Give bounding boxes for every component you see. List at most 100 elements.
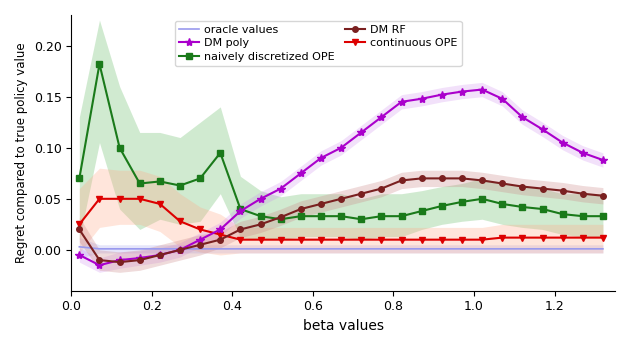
naively discretized OPE <box>197 176 204 181</box>
DM RF <box>217 238 224 242</box>
Line: DM poly: DM poly <box>75 85 607 269</box>
DM poly <box>357 130 365 135</box>
DM RF <box>458 176 466 181</box>
DM poly <box>599 158 607 162</box>
continuous OPE <box>217 232 224 237</box>
DM RF <box>257 222 265 227</box>
DM poly <box>377 115 385 119</box>
naively discretized OPE <box>458 200 466 204</box>
continuous OPE <box>156 202 164 206</box>
DM RF <box>297 207 305 211</box>
oracle values <box>518 247 526 251</box>
DM RF <box>579 192 587 196</box>
continuous OPE <box>518 236 526 240</box>
oracle values <box>539 247 546 251</box>
continuous OPE <box>539 236 546 240</box>
DM poly <box>96 263 103 267</box>
DM poly <box>518 115 526 119</box>
oracle values <box>318 247 325 251</box>
DM poly <box>176 248 184 252</box>
DM poly <box>318 156 325 160</box>
oracle values <box>559 247 566 251</box>
naively discretized OPE <box>156 179 164 183</box>
continuous OPE <box>176 219 184 223</box>
naively discretized OPE <box>136 181 144 185</box>
DM RF <box>377 187 385 191</box>
DM RF <box>337 197 345 201</box>
continuous OPE <box>478 238 486 242</box>
DM RF <box>559 189 566 193</box>
DM RF <box>156 253 164 257</box>
naively discretized OPE <box>76 176 83 181</box>
DM poly <box>539 127 546 132</box>
DM RF <box>398 178 405 182</box>
continuous OPE <box>136 197 144 201</box>
oracle values <box>297 247 305 251</box>
naively discretized OPE <box>297 214 305 218</box>
DM RF <box>237 227 244 231</box>
DM RF <box>197 243 204 247</box>
DM poly <box>438 93 445 97</box>
oracle values <box>197 247 204 251</box>
DM RF <box>116 260 123 264</box>
oracle values <box>76 245 83 249</box>
DM poly <box>418 97 425 101</box>
oracle values <box>136 247 144 251</box>
naively discretized OPE <box>318 214 325 218</box>
continuous OPE <box>257 238 265 242</box>
DM poly <box>237 209 244 213</box>
oracle values <box>478 247 486 251</box>
continuous OPE <box>579 236 587 240</box>
DM RF <box>518 184 526 189</box>
DM RF <box>438 176 445 181</box>
naively discretized OPE <box>337 214 345 218</box>
continuous OPE <box>377 238 385 242</box>
DM RF <box>418 176 425 181</box>
oracle values <box>599 247 607 251</box>
naively discretized OPE <box>579 214 587 218</box>
continuous OPE <box>76 222 83 227</box>
X-axis label: beta values: beta values <box>302 319 384 333</box>
naively discretized OPE <box>398 214 405 218</box>
DM poly <box>498 97 506 101</box>
naively discretized OPE <box>539 207 546 211</box>
continuous OPE <box>96 197 103 201</box>
oracle values <box>458 247 466 251</box>
continuous OPE <box>458 238 466 242</box>
DM poly <box>76 253 83 257</box>
Line: oracle values: oracle values <box>79 247 603 249</box>
Line: continuous OPE: continuous OPE <box>76 195 607 243</box>
oracle values <box>418 247 425 251</box>
DM poly <box>337 146 345 150</box>
DM poly <box>136 256 144 260</box>
naively discretized OPE <box>498 202 506 206</box>
continuous OPE <box>237 238 244 242</box>
naively discretized OPE <box>418 209 425 213</box>
DM poly <box>297 171 305 175</box>
oracle values <box>96 247 103 251</box>
Legend: oracle values, DM poly, naively discretized OPE, DM RF, continuous OPE: oracle values, DM poly, naively discreti… <box>175 21 462 66</box>
oracle values <box>277 247 285 251</box>
continuous OPE <box>418 238 425 242</box>
DM RF <box>318 202 325 206</box>
oracle values <box>579 247 587 251</box>
naively discretized OPE <box>478 197 486 201</box>
oracle values <box>357 247 365 251</box>
DM RF <box>277 215 285 219</box>
oracle values <box>237 247 244 251</box>
naively discretized OPE <box>176 183 184 188</box>
DM RF <box>76 227 83 231</box>
oracle values <box>377 247 385 251</box>
naively discretized OPE <box>257 214 265 218</box>
DM RF <box>136 258 144 262</box>
naively discretized OPE <box>217 151 224 155</box>
DM RF <box>539 187 546 191</box>
continuous OPE <box>398 238 405 242</box>
Y-axis label: Regret compared to true policy value: Regret compared to true policy value <box>15 42 28 263</box>
DM poly <box>156 253 164 257</box>
naively discretized OPE <box>438 204 445 208</box>
DM RF <box>357 192 365 196</box>
continuous OPE <box>599 236 607 240</box>
naively discretized OPE <box>599 214 607 218</box>
continuous OPE <box>277 238 285 242</box>
